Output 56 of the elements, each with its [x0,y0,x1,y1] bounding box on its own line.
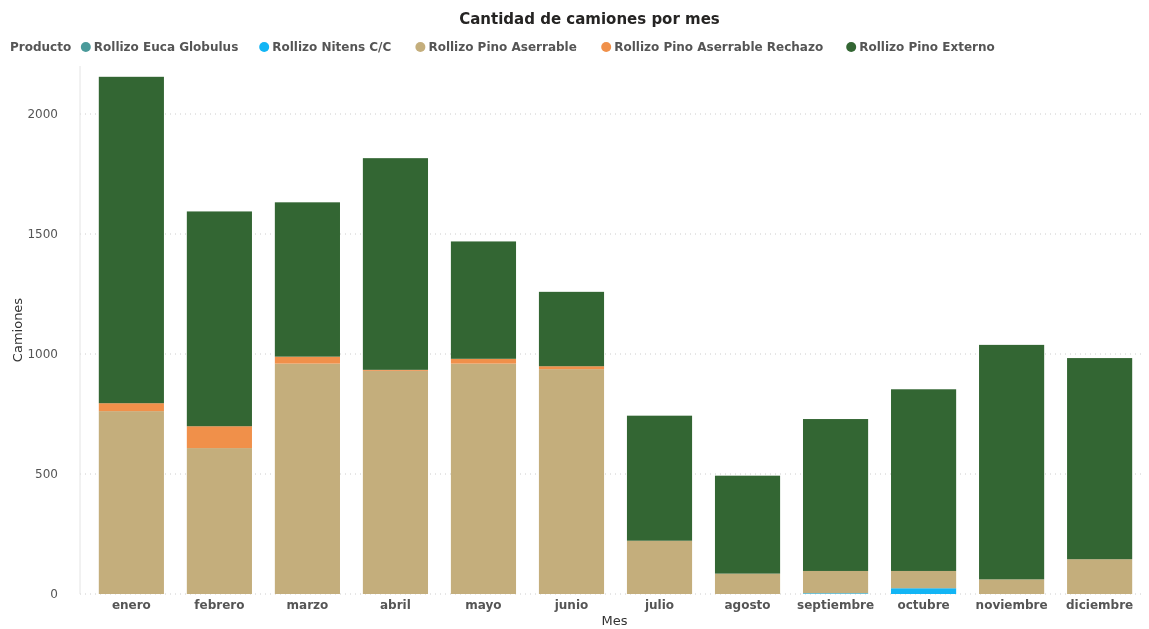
x-tick-label: junio [553,598,589,612]
bar [362,370,429,594]
bar [274,202,340,357]
x-tick-label: agosto [724,598,771,612]
bar [362,158,429,370]
y-tick-label: 1000 [27,347,58,361]
x-tick-label: noviembre [975,598,1048,612]
y-axis-title: Camiones [10,297,25,363]
x-tick-label: septiembre [797,598,875,612]
x-tick-label: julio [643,598,675,612]
bar [538,369,605,594]
bar [626,540,693,594]
bar [186,211,252,427]
bar [1067,559,1133,594]
x-tick-label: diciembre [1066,598,1134,612]
bar [450,363,517,594]
bar [891,389,957,571]
bar [891,588,957,594]
bar [186,448,252,594]
bar [802,570,869,594]
legend-label: Rollizo Pino Aserrable [428,40,577,54]
legend-label: Rollizo Euca Globulus [93,40,239,54]
bar [274,356,340,364]
bar [714,475,781,574]
x-tick-label: octubre [897,598,950,612]
x-tick-label: febrero [194,598,245,612]
bar [98,76,164,404]
legend-label: Rollizo Pino Aserrable Rechazo [614,40,824,54]
bar [274,363,340,594]
bar [802,419,869,571]
legend-label: Rollizo Nitens C/C [272,40,392,54]
bar [1067,358,1133,560]
bar [979,344,1045,580]
bar [450,241,517,359]
y-tick-label: 1500 [27,227,58,241]
y-tick-label: 2000 [27,107,58,121]
bar [98,411,164,594]
x-tick-label: enero [111,598,151,612]
y-tick-label: 500 [35,467,58,481]
bar [538,291,605,367]
bar [186,426,252,449]
x-tick-label: abril [380,598,411,612]
chart-title: Cantidad de camiones por mes [459,10,720,28]
x-tick-label: marzo [286,598,329,612]
bar [714,573,781,594]
legend-title: Producto [10,40,72,54]
y-tick-label: 0 [50,587,58,601]
bar [98,403,164,412]
bar [979,579,1045,594]
bar [538,366,605,370]
bar [450,358,517,364]
x-axis-title: Mes [601,613,628,628]
legend-label: Rollizo Pino Externo [859,40,995,54]
x-tick-label: mayo [465,598,502,612]
bar [626,415,693,541]
bar [891,570,957,589]
